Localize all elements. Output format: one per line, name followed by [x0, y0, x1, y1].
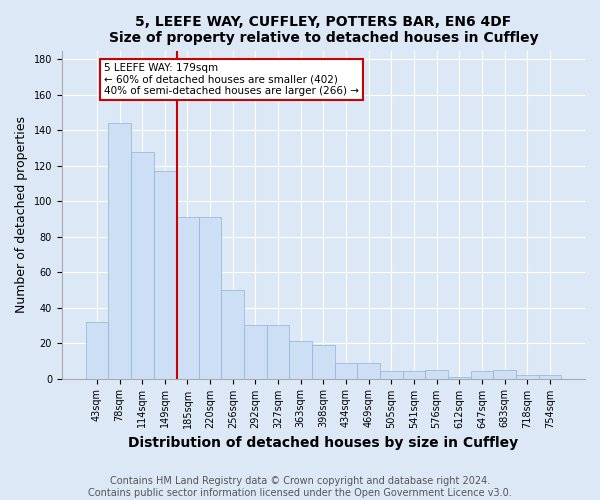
Bar: [403, 372, 425, 378]
Bar: [448, 377, 470, 378]
Bar: [516, 375, 539, 378]
Text: 5 LEEFE WAY: 179sqm
← 60% of detached houses are smaller (402)
40% of semi-detac: 5 LEEFE WAY: 179sqm ← 60% of detached ho…: [104, 63, 359, 96]
Title: 5, LEEFE WAY, CUFFLEY, POTTERS BAR, EN6 4DF
Size of property relative to detache: 5, LEEFE WAY, CUFFLEY, POTTERS BAR, EN6 …: [109, 15, 538, 45]
Bar: [312, 345, 335, 378]
Bar: [221, 290, 244, 378]
Bar: [267, 326, 289, 378]
Text: Contains HM Land Registry data © Crown copyright and database right 2024.
Contai: Contains HM Land Registry data © Crown c…: [88, 476, 512, 498]
Bar: [176, 217, 199, 378]
Bar: [289, 342, 312, 378]
Bar: [86, 322, 108, 378]
Bar: [335, 362, 358, 378]
Bar: [199, 217, 221, 378]
Bar: [131, 152, 154, 378]
Y-axis label: Number of detached properties: Number of detached properties: [15, 116, 28, 313]
Bar: [493, 370, 516, 378]
Bar: [108, 123, 131, 378]
X-axis label: Distribution of detached houses by size in Cuffley: Distribution of detached houses by size …: [128, 436, 518, 450]
Bar: [539, 375, 561, 378]
Bar: [380, 372, 403, 378]
Bar: [154, 171, 176, 378]
Bar: [470, 372, 493, 378]
Bar: [358, 362, 380, 378]
Bar: [244, 326, 267, 378]
Bar: [425, 370, 448, 378]
